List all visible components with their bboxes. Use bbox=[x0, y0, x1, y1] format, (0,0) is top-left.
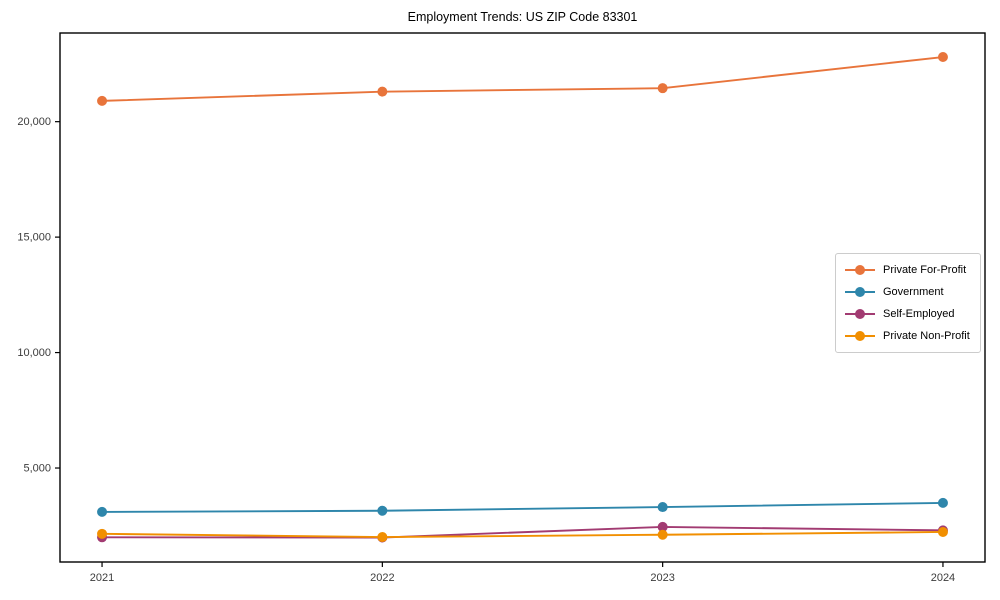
data-point-government bbox=[657, 502, 668, 513]
data-point-private-non-profit bbox=[937, 526, 948, 537]
data-point-private-for-profit bbox=[377, 86, 388, 97]
legend-label: Government bbox=[883, 286, 944, 298]
legend-marker-private-for-profit bbox=[845, 264, 875, 276]
legend-item-government: Government bbox=[845, 283, 970, 301]
data-point-government bbox=[937, 497, 948, 508]
series-line-private-non-profit bbox=[102, 531, 943, 539]
legend-item-self-employed: Self-Employed bbox=[845, 305, 970, 323]
y-tick-label: 15,000 bbox=[17, 232, 51, 244]
legend: Private For-Profit Government Self-Employe… bbox=[835, 253, 981, 353]
legend-item-private-for-profit: Private For-Profit bbox=[845, 261, 970, 279]
legend-dot-sample bbox=[855, 309, 865, 319]
data-point-government bbox=[97, 506, 108, 517]
legend-label: Private For-Profit bbox=[883, 264, 967, 276]
legend-label: Self-Employed bbox=[883, 308, 955, 320]
data-point-self-employed bbox=[657, 521, 668, 532]
data-point-private-non-profit bbox=[377, 532, 388, 543]
chart-title: Employment Trends: US ZIP Code 83301 bbox=[407, 10, 638, 24]
data-point-private-for-profit bbox=[937, 52, 948, 63]
data-point-private-non-profit bbox=[657, 529, 668, 540]
legend-dot-sample bbox=[855, 287, 865, 297]
legend-dot-sample bbox=[855, 331, 865, 341]
series-line-private-for-profit bbox=[102, 56, 944, 102]
data-point-government bbox=[377, 505, 388, 516]
y-tick-label: 10,000 bbox=[17, 347, 51, 359]
legend-marker-government bbox=[845, 286, 875, 298]
series-line-self-employed bbox=[102, 525, 943, 539]
x-tick-label: 2024 bbox=[931, 572, 955, 584]
x-tick-label: 2022 bbox=[370, 572, 394, 584]
data-point-private-for-profit bbox=[657, 83, 668, 94]
legend-marker-self-employed bbox=[845, 308, 875, 320]
legend-marker-private-non-profit bbox=[845, 330, 875, 342]
series-line-government bbox=[102, 501, 943, 513]
x-tick-label: 2021 bbox=[90, 572, 114, 584]
legend-item-private-non-profit: Private Non-Profit bbox=[845, 327, 970, 345]
legend-dot-sample bbox=[855, 265, 865, 275]
data-point-private-non-profit bbox=[97, 528, 108, 539]
y-tick-label: 5,000 bbox=[23, 463, 51, 475]
data-point-private-for-profit bbox=[97, 95, 108, 106]
y-tick-label: 20,000 bbox=[17, 116, 51, 128]
legend-label: Private Non-Profit bbox=[883, 330, 970, 342]
x-tick-label: 2023 bbox=[650, 572, 674, 584]
axes-frame bbox=[59, 32, 986, 563]
